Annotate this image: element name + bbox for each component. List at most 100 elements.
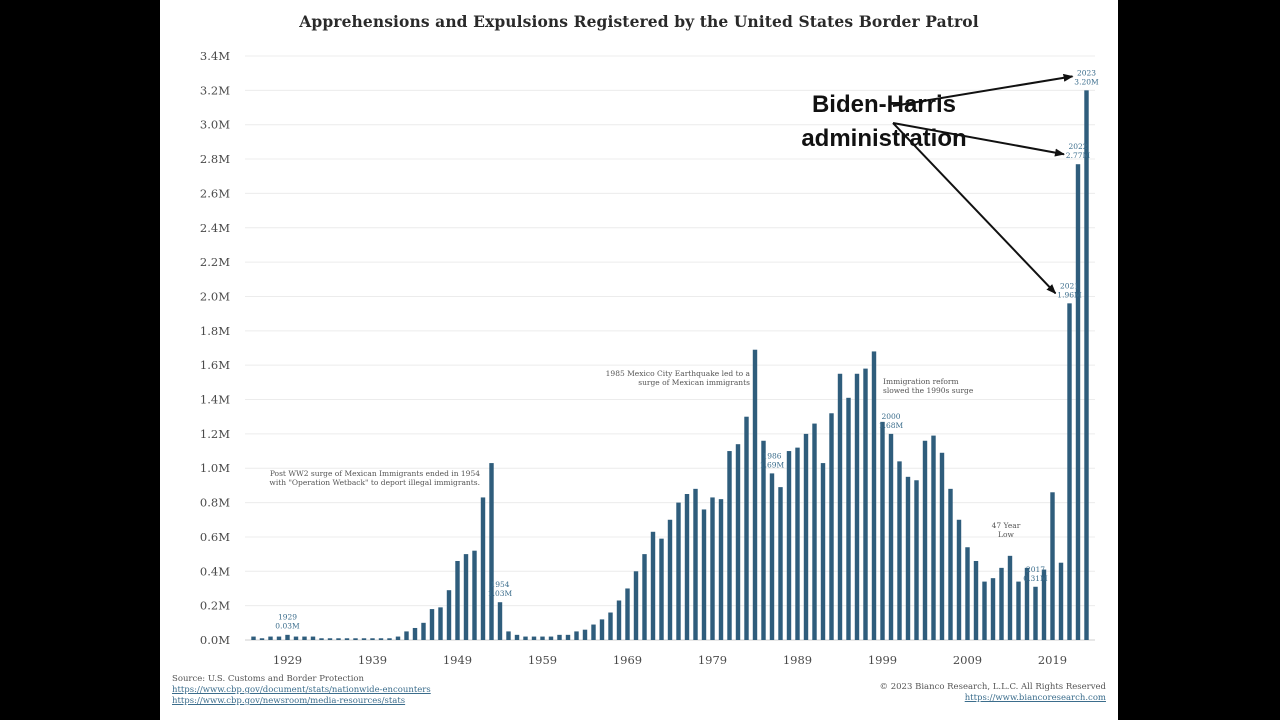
bar xyxy=(395,636,401,640)
bar xyxy=(1084,90,1089,640)
copyright-text: © 2023 Bianco Research, L.L.C. All Right… xyxy=(879,682,1106,692)
bar xyxy=(344,638,350,640)
callout-line-2: administration xyxy=(801,125,966,152)
bar xyxy=(939,452,945,640)
y-tick-label: 1.8M xyxy=(200,324,230,338)
y-axis: 0.0M 0.2M 0.4M 0.6M 0.8M 1.0M 1.2M 1.4M 1.6M 1.8M… xyxy=(200,49,1095,667)
bar xyxy=(905,476,911,640)
bar-annotation: 2023 xyxy=(1077,68,1096,77)
bar xyxy=(548,636,554,640)
bar xyxy=(735,444,741,640)
bar xyxy=(327,638,333,640)
bar xyxy=(956,519,962,640)
chart-note: 1985 Mexico City Earthquake led to a xyxy=(606,369,751,378)
chart-note: slowed the 1990s surge xyxy=(883,386,974,395)
bar xyxy=(761,440,766,640)
y-tick-label: 2.6M xyxy=(200,186,230,200)
bar xyxy=(667,519,673,640)
bar xyxy=(1041,569,1047,640)
y-tick-label: 2.0M xyxy=(200,289,230,303)
bar xyxy=(404,631,409,640)
y-tick-label: 0.2M xyxy=(200,599,230,613)
chart-note: Low xyxy=(998,530,1014,539)
bar xyxy=(625,588,630,640)
bar xyxy=(557,634,562,640)
bar xyxy=(438,607,443,640)
y-tick-label: 1.4M xyxy=(200,393,230,407)
bar xyxy=(591,624,596,640)
x-tick-label: 1979 xyxy=(698,653,727,667)
bar xyxy=(319,638,324,640)
bar xyxy=(302,636,307,640)
bar xyxy=(293,636,299,640)
source-note: Source: U.S. Customs and Border Protecti… xyxy=(172,674,431,707)
x-tick-label: 1959 xyxy=(528,653,557,667)
bar xyxy=(506,631,511,640)
bar xyxy=(871,351,877,640)
bar xyxy=(803,433,809,640)
bar xyxy=(387,638,392,640)
bar xyxy=(1050,492,1055,640)
callout-arrows xyxy=(892,73,1074,295)
bar xyxy=(285,634,290,640)
chart-notes: Post WW2 surge of Mexican Immigrants end… xyxy=(269,369,1020,539)
chart-title: Apprehensions and Expulsions Registered … xyxy=(299,12,979,31)
bar xyxy=(455,560,460,640)
bar xyxy=(1067,303,1072,640)
bar-annotation: 1986 xyxy=(762,451,781,460)
x-tick-label: 1999 xyxy=(868,653,897,667)
bar xyxy=(489,463,494,640)
bar xyxy=(752,349,758,640)
y-tick-label: 3.0M xyxy=(200,118,230,132)
source-link-1[interactable]: https://www.cbp.gov/document/stats/natio… xyxy=(172,685,431,695)
bar-annotation: 1929 xyxy=(278,612,297,621)
bar xyxy=(710,497,715,640)
callout-line-1: Biden-Harris xyxy=(812,91,956,118)
bar xyxy=(897,461,902,640)
bar xyxy=(914,480,919,640)
callout-arrow xyxy=(892,122,1057,295)
bar xyxy=(999,567,1004,640)
bar xyxy=(565,634,571,640)
x-tick-label: 1989 xyxy=(783,653,812,667)
bar xyxy=(472,550,477,640)
bar xyxy=(480,497,486,640)
bar-annotation: 2021 xyxy=(1060,281,1079,290)
bar xyxy=(846,397,851,640)
chart-note: 47 Year xyxy=(992,521,1021,530)
bar-annotation: 1954 xyxy=(490,580,509,589)
bar xyxy=(1016,581,1021,640)
bar xyxy=(1007,555,1013,640)
bar xyxy=(540,636,545,640)
y-tick-label: 2.2M xyxy=(200,255,230,269)
bar xyxy=(931,435,936,640)
bar-annotation: 0.31M xyxy=(1023,574,1048,583)
bar xyxy=(727,451,732,640)
y-tick-label: 1.2M xyxy=(200,427,230,441)
callout-arrow xyxy=(892,73,1074,107)
bar xyxy=(693,488,698,640)
bar xyxy=(659,538,664,640)
chart-note: Post WW2 surge of Mexican Immigrants end… xyxy=(270,469,480,478)
bar xyxy=(353,638,358,640)
bar-annotation: 3.20M xyxy=(1074,77,1099,86)
copyright-link[interactable]: https://www.biancoresearch.com xyxy=(964,693,1106,703)
bar xyxy=(795,447,800,640)
y-tick-label: 3.4M xyxy=(200,49,230,63)
bar xyxy=(370,638,375,640)
bar xyxy=(463,554,469,640)
bar xyxy=(336,638,341,640)
bar-annotation: 2000 xyxy=(881,412,900,421)
bar xyxy=(1058,562,1064,640)
copyright-note: © 2023 Bianco Research, L.L.C. All Right… xyxy=(880,682,1106,704)
y-tick-label: 0.8M xyxy=(200,496,230,510)
y-tick-label: 3.2M xyxy=(200,83,230,97)
bar xyxy=(888,433,894,640)
bar xyxy=(412,627,418,640)
source-link-2[interactable]: https://www.cbp.gov/newsroom/media-resou… xyxy=(172,696,406,706)
bar xyxy=(531,636,537,640)
bar-annotation: 2022 xyxy=(1068,142,1087,151)
bar xyxy=(582,629,588,640)
bar xyxy=(786,451,792,640)
bar xyxy=(523,636,528,640)
